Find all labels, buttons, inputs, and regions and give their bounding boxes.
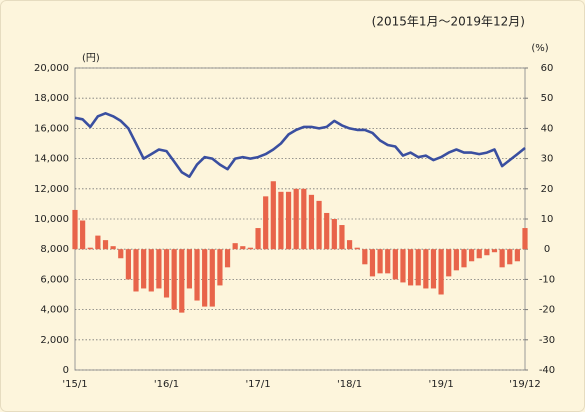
bar: [499, 249, 505, 268]
bar: [346, 240, 353, 250]
bar: [163, 249, 170, 298]
y2-tick-label: -20: [539, 305, 555, 316]
y2-tick-label: 60: [541, 63, 554, 74]
bar: [446, 249, 452, 277]
bar: [430, 249, 437, 289]
y-tick-label: 0: [63, 365, 69, 376]
bar: [438, 249, 444, 295]
y-tick-label: 20,000: [34, 63, 69, 74]
bar: [354, 247, 360, 250]
bar: [507, 249, 513, 265]
y-tick-label: 16,000: [34, 123, 69, 134]
bar: [102, 240, 109, 250]
bar: [110, 246, 116, 250]
bar: [148, 249, 154, 292]
bar: [255, 228, 261, 250]
x-tick-label: '15/1: [62, 379, 87, 390]
bar: [453, 249, 459, 271]
bar: [331, 219, 337, 250]
line: [74, 112, 526, 178]
annotation: (2015年1月～2019年12月): [372, 15, 525, 29]
y2-tick-label: 30: [541, 154, 554, 165]
y-tick-label: 14,000: [34, 154, 69, 165]
x-tick-label: '18/1: [337, 379, 362, 390]
bar: [285, 191, 292, 250]
y-tick-label: 8,000: [40, 244, 69, 255]
x-tick-label: '19/12: [509, 379, 541, 390]
y2-tick-label: -40: [539, 365, 555, 376]
bar: [87, 247, 93, 250]
y2-tick-label: -30: [539, 335, 555, 346]
bar: [491, 249, 498, 253]
bar: [324, 212, 330, 250]
bar: [385, 249, 391, 274]
bar: [141, 249, 147, 289]
bar: [247, 247, 254, 250]
bar: [316, 200, 322, 250]
y-tick-label: 6,000: [40, 274, 69, 285]
y2-tick-label: 50: [541, 93, 554, 104]
bar: [95, 235, 101, 250]
y2-tick-label: 10: [541, 214, 554, 225]
bar: [522, 228, 528, 250]
bar: [301, 188, 307, 250]
bar: [133, 249, 139, 292]
y2-tick-label: 0: [544, 244, 550, 255]
y-tick-label: 2,000: [40, 335, 69, 346]
bar: [72, 209, 78, 250]
bar: [407, 249, 414, 286]
bar: [263, 196, 269, 250]
bar: [194, 249, 200, 301]
y-tick-label: 12,000: [34, 184, 69, 195]
bar: [476, 249, 482, 259]
bar: [469, 249, 475, 262]
y2-tick-label: -10: [539, 274, 555, 285]
bar: [171, 249, 177, 310]
bar: [369, 249, 376, 277]
bar: [118, 249, 124, 259]
bar: [240, 246, 246, 250]
bar: [362, 249, 368, 265]
bar: [186, 249, 193, 289]
bar: [377, 249, 383, 274]
y2-tick-label: 20: [541, 184, 554, 195]
bar: [232, 243, 238, 250]
bar: [270, 181, 276, 250]
y-tick-label: 10,000: [34, 214, 69, 225]
y-axis-label: (円): [82, 53, 100, 64]
y2-tick-label: 40: [541, 123, 554, 134]
bar: [400, 249, 406, 283]
bar: [202, 249, 208, 307]
x-tick-label: '19/1: [428, 379, 453, 390]
bar: [484, 249, 490, 256]
bar: [125, 249, 131, 280]
y-tick-label: 4,000: [40, 305, 69, 316]
bar: [392, 249, 398, 280]
bar: [209, 249, 215, 307]
bar: [415, 249, 421, 286]
y-tick-label: 18,000: [34, 93, 69, 104]
bar: [308, 194, 315, 250]
x-tick-label: '17/1: [245, 379, 270, 390]
bar: [80, 220, 86, 250]
y2-axis-label: (%): [531, 43, 548, 54]
bar: [156, 249, 162, 289]
bar: [461, 249, 467, 268]
bar: [293, 188, 299, 250]
bar: [217, 249, 223, 286]
bar: [339, 225, 345, 250]
bar: [514, 249, 520, 262]
bar: [423, 249, 429, 289]
bar: [179, 249, 185, 313]
bar: [224, 249, 231, 268]
x-tick-label: '16/1: [154, 379, 179, 390]
bar: [278, 191, 284, 250]
